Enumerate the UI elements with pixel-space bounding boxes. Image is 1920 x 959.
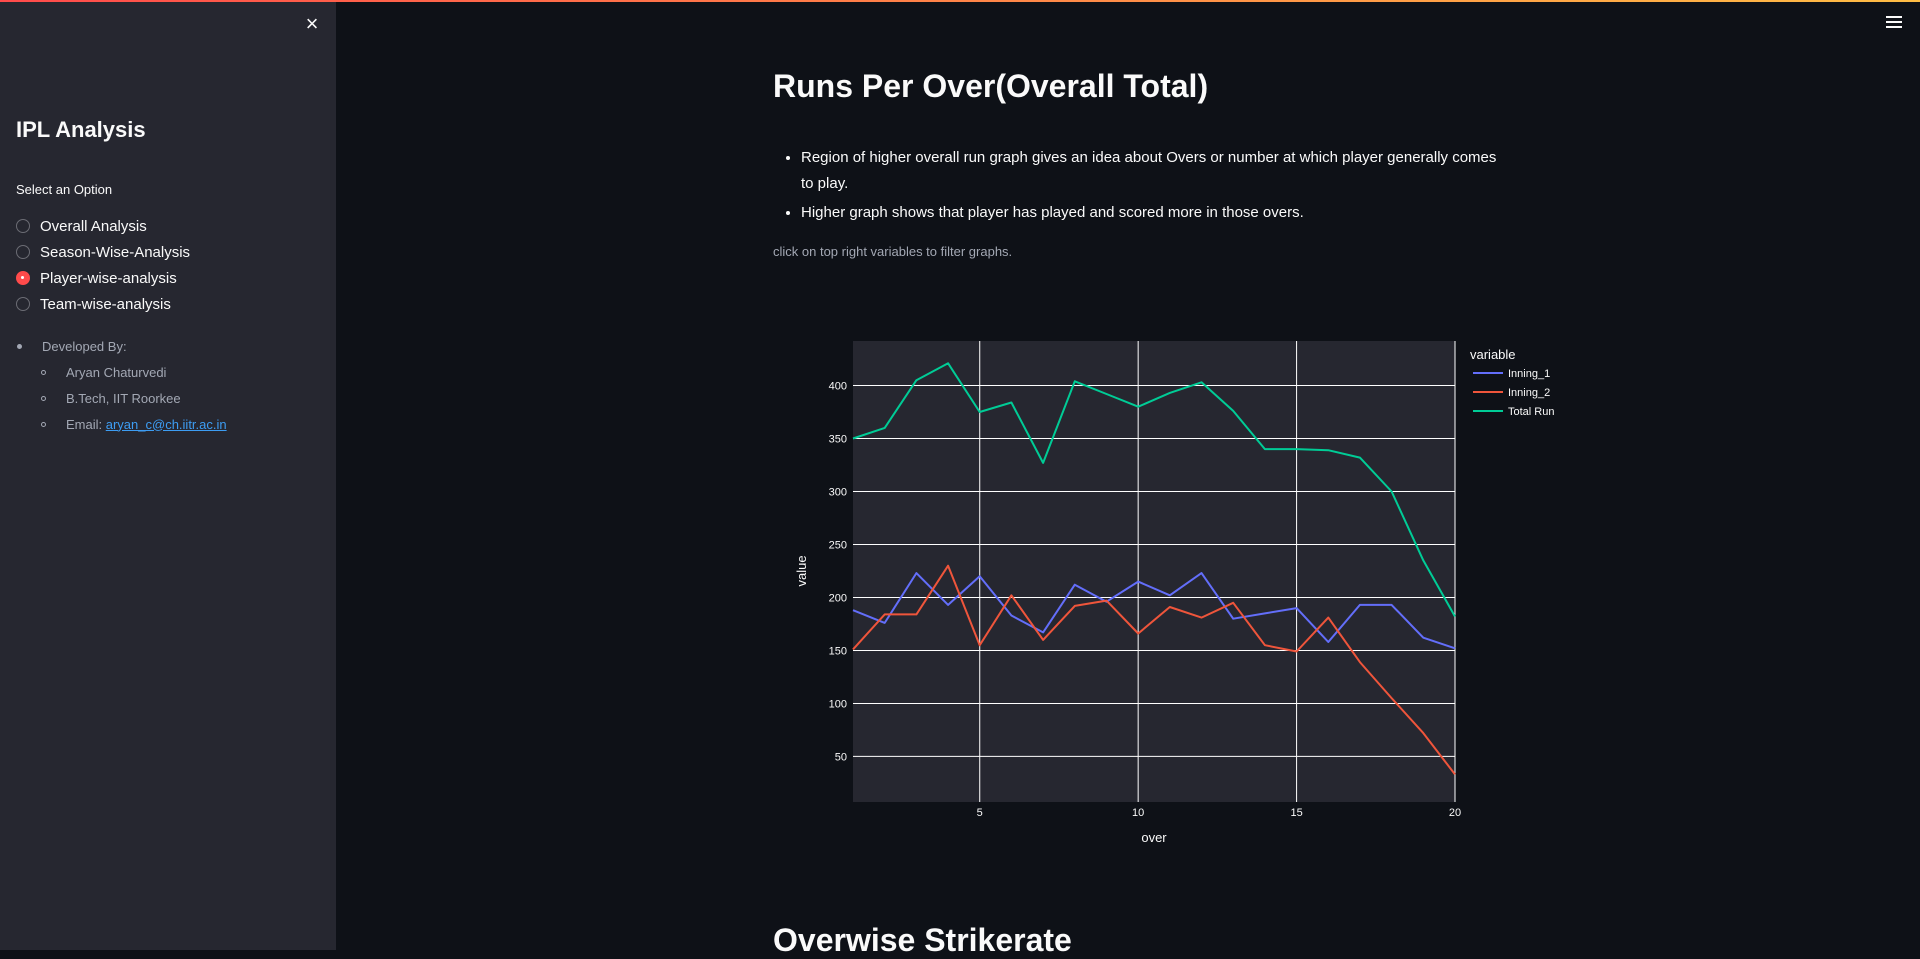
- radio-team-wise-analysis[interactable]: Team-wise-analysis: [16, 291, 190, 317]
- note-item: Higher graph shows that player has playe…: [801, 200, 1501, 226]
- close-icon: ×: [305, 11, 319, 36]
- developer-name: Aryan Chaturvedi: [66, 364, 167, 380]
- sidebar: × IPL Analysis Select an Option Overall …: [0, 0, 336, 950]
- radio-player-wise-analysis[interactable]: Player-wise-analysis: [16, 265, 190, 291]
- bullet-icon: [41, 395, 46, 401]
- sidebar-title: IPL Analysis: [16, 117, 146, 142]
- radio-selected-icon[interactable]: [16, 271, 30, 285]
- close-sidebar-button[interactable]: ×: [302, 11, 322, 36]
- radio-circle-icon[interactable]: [16, 297, 30, 311]
- email-link[interactable]: aryan_c@ch.iitr.ac.in: [105, 416, 227, 432]
- y-tick-label: 100: [829, 698, 847, 710]
- gridlines: [853, 341, 1456, 802]
- section-title-strikerate: Overwise Strikerate: [773, 922, 1072, 958]
- plot-area: [853, 341, 1455, 802]
- series-line-inning_1[interactable]: [852, 572, 1456, 650]
- bullet-icon: [41, 369, 46, 375]
- x-tick-label: 5: [977, 807, 983, 819]
- runs-per-over-chart[interactable]: 50 100 150 200 250 300 350 400 5 10 15 20 over val…: [773, 330, 1593, 850]
- radio-season-wise-analysis[interactable]: Season-Wise-Analysis: [16, 239, 190, 265]
- series-line-total-run[interactable]: [852, 362, 1456, 617]
- developer-college: B.Tech, IIT Roorkee: [66, 390, 181, 406]
- radio-circle-icon[interactable]: [16, 245, 30, 259]
- x-tick-label: 10: [1132, 807, 1144, 819]
- svg-text:Inning_2: Inning_2: [1508, 387, 1550, 399]
- radio-label: Player-wise-analysis: [40, 269, 177, 287]
- x-axis-label: over: [1141, 830, 1167, 845]
- main-menu-button[interactable]: [1886, 16, 1902, 31]
- x-tick-label: 15: [1290, 807, 1302, 819]
- y-tick-label: 400: [829, 381, 847, 393]
- developer-info: Developed By: Aryan Chaturvedi B.Tech, I…: [16, 333, 227, 437]
- bullet-icon: [17, 343, 22, 349]
- legend-title: variable: [1470, 347, 1516, 362]
- legend-item-inning_2[interactable]: Inning_2: [1473, 387, 1550, 399]
- top-decoration-bar: [0, 0, 1920, 2]
- legend[interactable]: Inning_1 Inning_2 Total Run: [1473, 368, 1554, 418]
- developer-heading: Developed By:: [42, 338, 127, 354]
- svg-text:Total Run: Total Run: [1508, 406, 1554, 418]
- series-lines: [852, 362, 1456, 776]
- y-tick-label: 50: [835, 751, 847, 763]
- filter-hint: click on top right variables to filter g…: [773, 244, 1013, 259]
- y-axis-label: value: [794, 555, 809, 586]
- notes-list: Region of higher overall run graph gives…: [773, 145, 1501, 229]
- svg-text:Inning_1: Inning_1: [1508, 368, 1550, 380]
- y-tick-label: 350: [829, 433, 847, 445]
- y-axis-ticks: 50 100 150 200 250 300 350 400: [829, 381, 847, 764]
- x-tick-label: 20: [1449, 807, 1461, 819]
- legend-item-inning_1[interactable]: Inning_1: [1473, 368, 1550, 380]
- email-label: Email:: [66, 416, 103, 432]
- radio-overall-analysis[interactable]: Overall Analysis: [16, 213, 190, 239]
- radio-label: Season-Wise-Analysis: [40, 243, 191, 261]
- y-tick-label: 150: [829, 645, 847, 657]
- radio-label: Team-wise-analysis: [40, 295, 171, 313]
- page-title: Runs Per Over(Overall Total): [773, 68, 1209, 104]
- radio-circle-icon[interactable]: [16, 219, 30, 233]
- y-tick-label: 200: [829, 592, 847, 604]
- legend-item-total-run[interactable]: Total Run: [1473, 406, 1554, 418]
- hamburger-icon: [1886, 16, 1902, 28]
- select-option-label: Select an Option: [16, 182, 113, 197]
- series-line-inning_2[interactable]: [852, 564, 1456, 776]
- y-tick-label: 250: [829, 539, 847, 551]
- note-item: Region of higher overall run graph gives…: [801, 145, 1501, 197]
- bullet-icon: [41, 421, 46, 427]
- x-axis-ticks: 5 10 15 20: [977, 807, 1461, 819]
- y-tick-label: 300: [829, 486, 847, 498]
- radio-label: Overall Analysis: [40, 217, 147, 235]
- line-chart[interactable]: 50 100 150 200 250 300 350 400 5 10 15 20 over val…: [773, 330, 1593, 850]
- analysis-radio-group: Overall Analysis Season-Wise-Analysis Pl…: [16, 213, 190, 317]
